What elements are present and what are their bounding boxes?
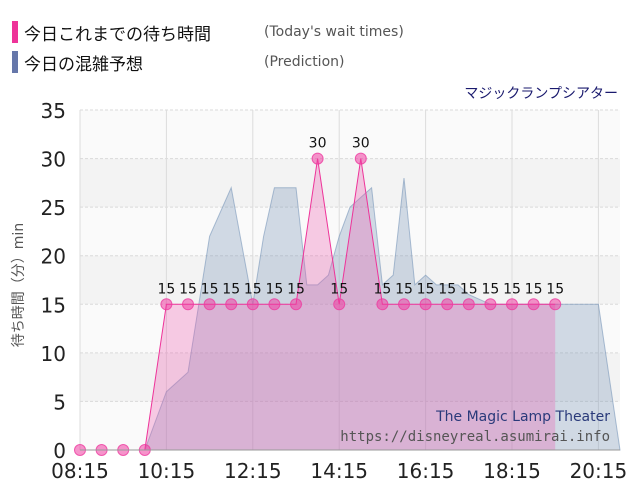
plot-band-20-15 — [80, 255, 620, 305]
today-data-label: 15 — [525, 281, 543, 297]
y-tick-label: 0 — [53, 439, 66, 463]
today-point — [506, 298, 518, 311]
today-point — [203, 298, 216, 311]
today-point — [441, 298, 454, 311]
y-tick-label: 20 — [41, 245, 66, 269]
legend-today-label: 今日これまでの待ち時間 — [24, 24, 211, 45]
axes: 0 5 10 15 20 25 30 35 08:15 10:15 12:15 14:15 16:15 1… — [41, 99, 628, 483]
plot-band-30-25 — [80, 158, 620, 208]
today-point — [398, 298, 410, 311]
today-point — [311, 152, 324, 165]
today-data-label: 15 — [287, 281, 305, 297]
x-tick-label: 20:15 — [570, 459, 628, 483]
y-tick-label: 25 — [41, 196, 66, 220]
today-data-label: 15 — [481, 281, 499, 297]
today-data-label: 15 — [460, 281, 478, 297]
x-tick-label: 08:15 — [51, 459, 109, 483]
today-data-label: 15 — [157, 281, 175, 297]
today-point — [354, 152, 367, 165]
today-point — [160, 298, 173, 311]
plot-band-5-0 — [80, 401, 620, 450]
today-point — [182, 298, 194, 311]
y-tick-label: 30 — [41, 148, 66, 172]
plot-band-10-5 — [80, 352, 620, 402]
today-point — [419, 298, 432, 311]
today-data-label: 15 — [222, 281, 240, 297]
legend-prediction: 今日の混雑予想 (Prediction) — [12, 50, 345, 75]
today-data-label: 15 — [179, 281, 197, 297]
y-tick-label: 10 — [41, 342, 66, 366]
today-point — [290, 298, 302, 311]
today-data-label: 15 — [373, 281, 391, 297]
x-tick-label: 10:15 — [138, 459, 196, 483]
watermark-url: https://disneyreal.asumirai.info — [340, 429, 610, 445]
today-data-label: 15 — [201, 281, 219, 297]
today-point — [484, 298, 497, 311]
today-data-label: 15 — [330, 281, 348, 297]
y-tick-label: 15 — [41, 293, 66, 317]
legend-prediction-label-en: (Prediction) — [264, 54, 345, 70]
today-point — [527, 298, 540, 311]
chart-title: マジックランプシアター — [464, 86, 618, 102]
today-point — [268, 298, 281, 311]
today-data-label: 15 — [417, 281, 435, 297]
today-area — [80, 158, 556, 451]
legend-today-swatch — [12, 21, 18, 43]
legend-prediction-label: 今日の混雑予想 — [24, 54, 143, 75]
today-point — [462, 298, 475, 311]
x-tick-label: 12:15 — [224, 459, 282, 483]
today-data-label: 15 — [438, 281, 456, 297]
y-tick-label: 5 — [53, 390, 66, 414]
x-tick-label: 14:15 — [310, 459, 368, 483]
today-point — [549, 298, 562, 311]
watermark-title: The Magic Lamp Theater — [435, 409, 610, 425]
today-point — [225, 298, 238, 311]
today-data-label: 15 — [546, 281, 564, 297]
today-data-label: 15 — [244, 281, 262, 297]
y-axis-label: 待ち時間（分）min — [11, 223, 27, 347]
y-tick-label: 35 — [41, 99, 66, 123]
today-data-label: 30 — [309, 136, 327, 152]
x-tick-label: 16:15 — [397, 459, 455, 483]
legend-prediction-swatch — [12, 51, 18, 73]
legend-today-label-en: (Today's wait times) — [264, 24, 404, 40]
today-point — [246, 298, 259, 311]
plot-band-35-30 — [80, 110, 620, 159]
plot-band-15-10 — [80, 304, 620, 353]
today-data-label: 15 — [395, 281, 413, 297]
today-data-label: 15 — [265, 281, 283, 297]
legend-today: 今日これまでの待ち時間 (Today's wait times) — [12, 20, 404, 45]
today-data-label: 30 — [352, 136, 370, 152]
today-point — [333, 298, 346, 311]
today-data-label: 15 — [503, 281, 521, 297]
x-tick-label: 18:15 — [483, 459, 541, 483]
today-point — [376, 298, 389, 311]
